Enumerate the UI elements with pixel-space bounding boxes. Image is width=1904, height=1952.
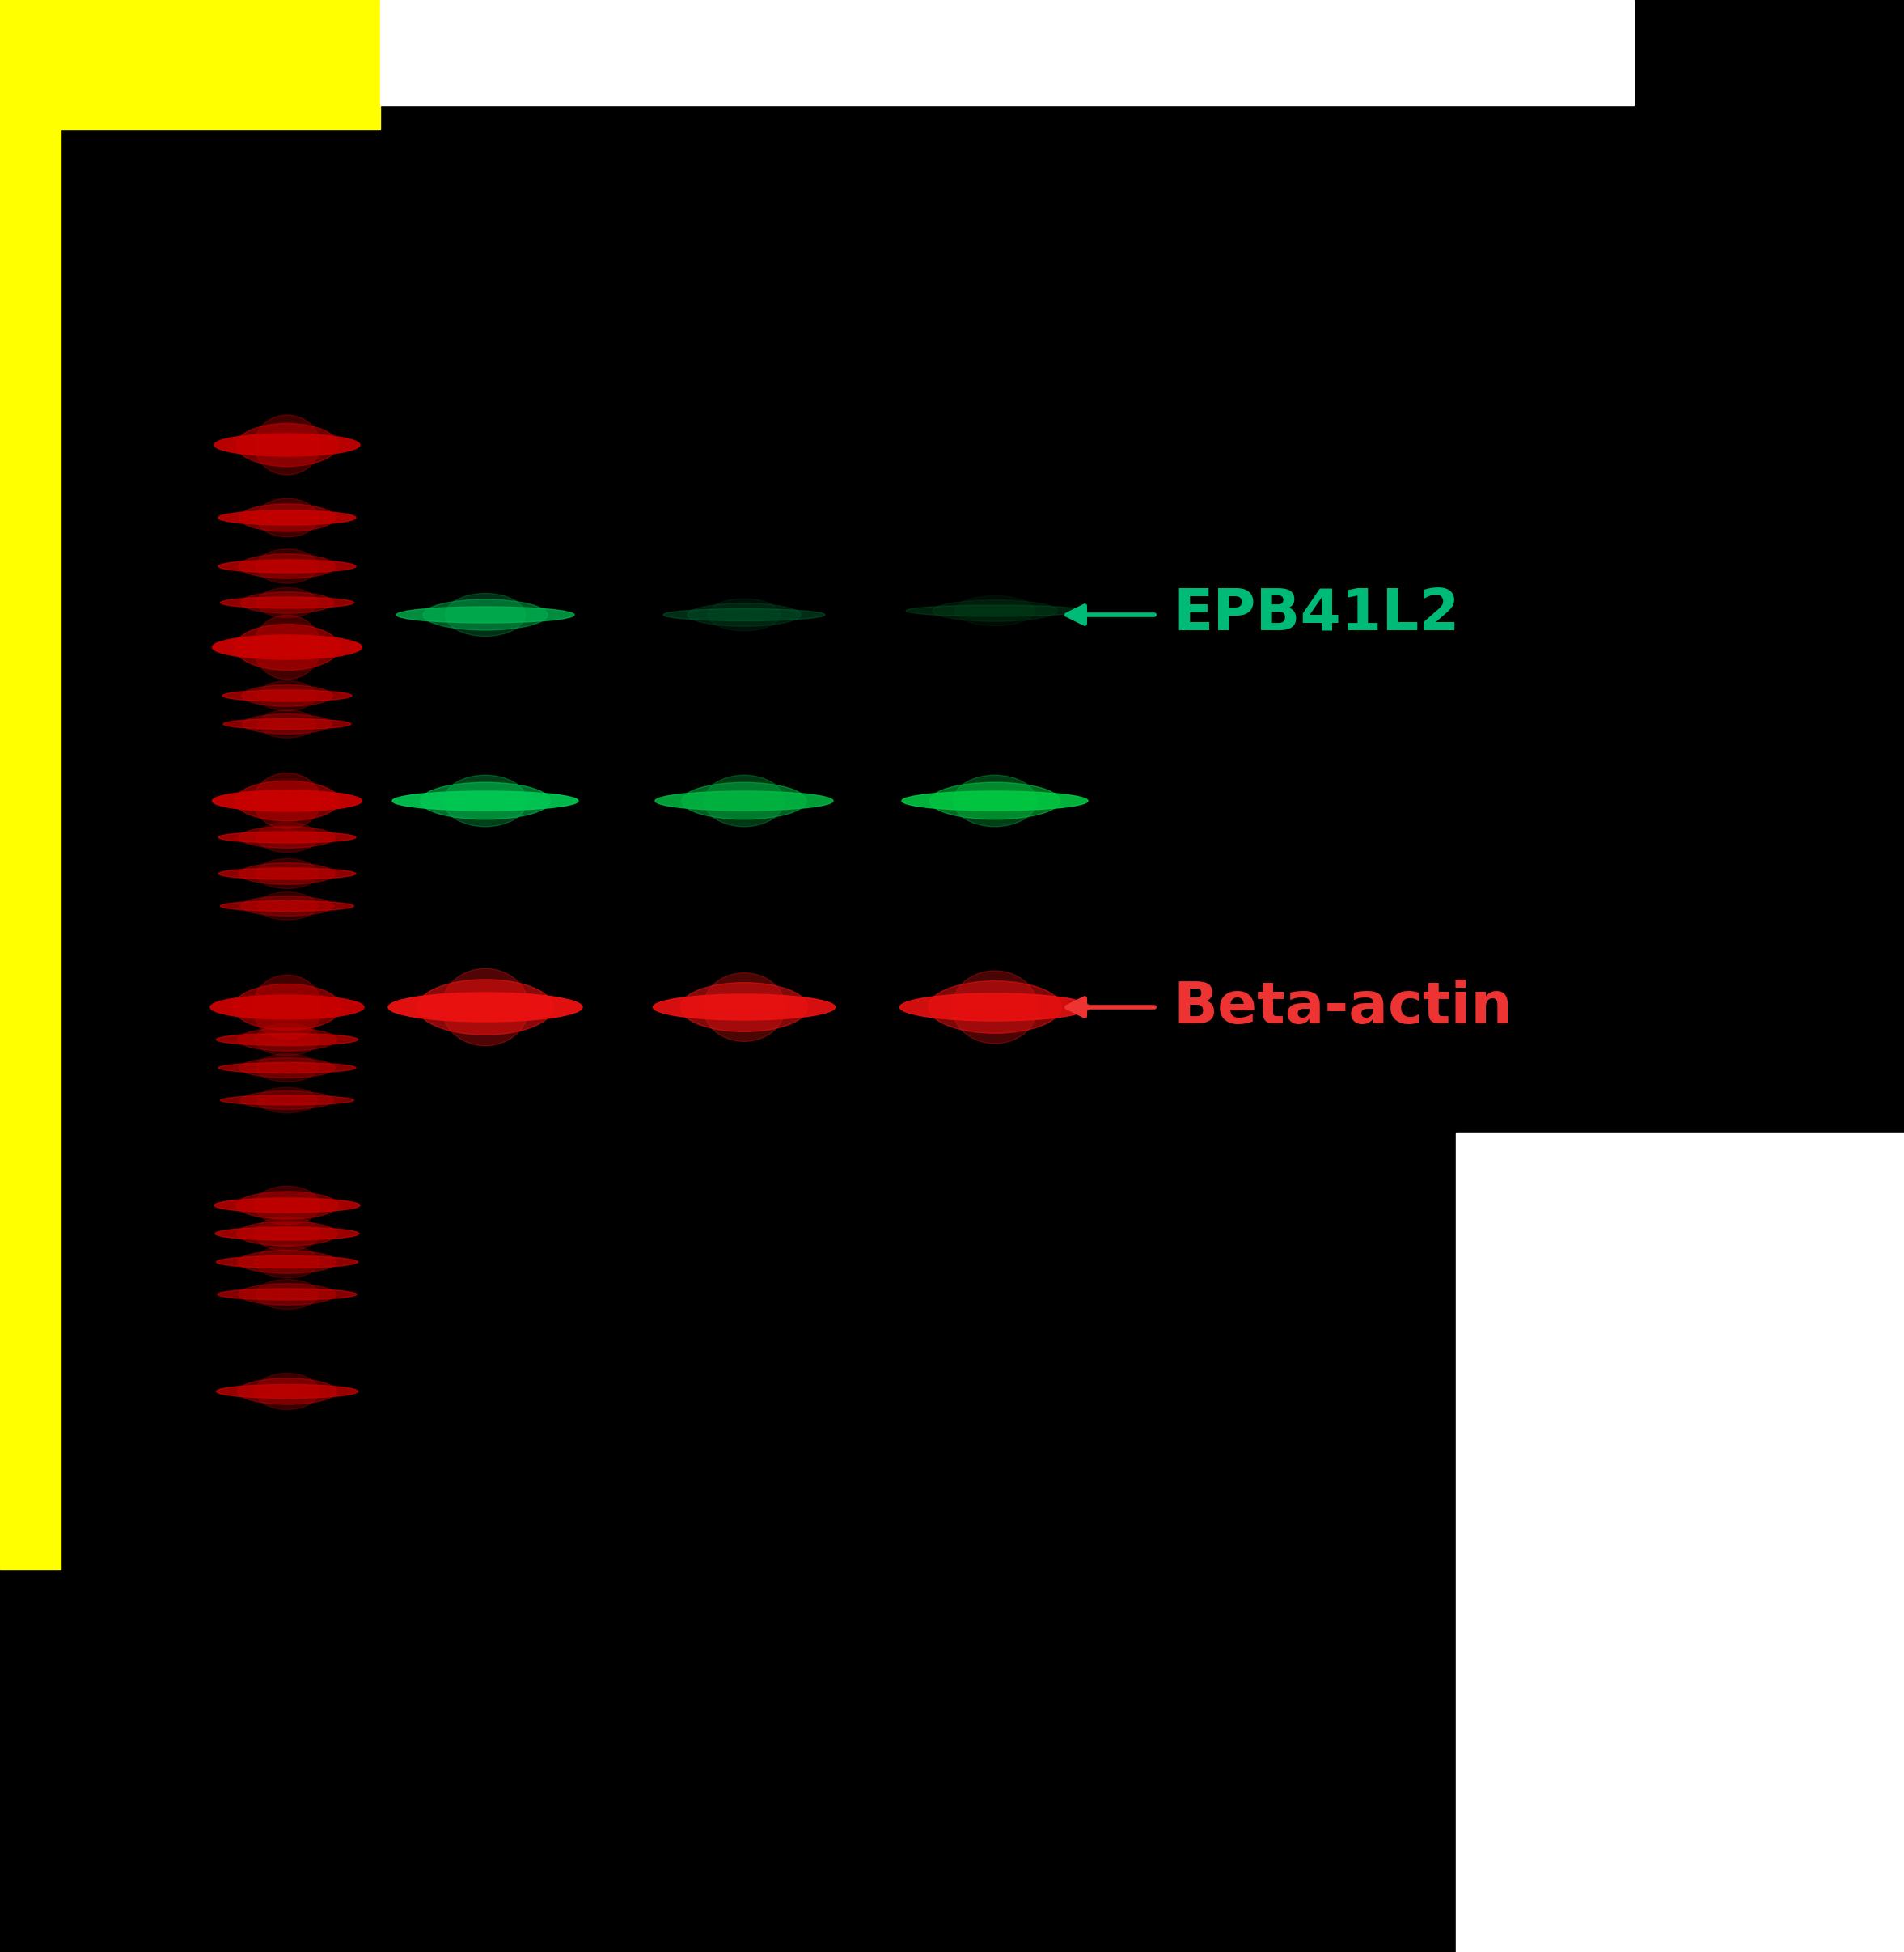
Ellipse shape xyxy=(954,595,1036,627)
Ellipse shape xyxy=(219,832,356,843)
Ellipse shape xyxy=(255,1245,320,1279)
Ellipse shape xyxy=(392,791,579,810)
Ellipse shape xyxy=(253,615,320,679)
Ellipse shape xyxy=(242,714,331,734)
Ellipse shape xyxy=(238,1029,337,1050)
Bar xyxy=(381,0,1634,105)
Bar xyxy=(1457,1132,1904,1952)
Bar xyxy=(0,0,61,1569)
Ellipse shape xyxy=(240,896,333,915)
Ellipse shape xyxy=(653,994,836,1021)
Ellipse shape xyxy=(255,1372,320,1409)
Ellipse shape xyxy=(446,593,526,636)
Ellipse shape xyxy=(682,783,807,820)
Ellipse shape xyxy=(929,783,1061,820)
Ellipse shape xyxy=(257,892,318,919)
Ellipse shape xyxy=(703,972,784,1042)
Ellipse shape xyxy=(687,603,802,627)
Ellipse shape xyxy=(257,498,318,537)
Ellipse shape xyxy=(221,1095,354,1105)
Ellipse shape xyxy=(396,607,575,623)
Ellipse shape xyxy=(444,775,527,826)
Ellipse shape xyxy=(240,591,333,613)
Ellipse shape xyxy=(236,1222,337,1245)
Ellipse shape xyxy=(933,599,1057,621)
Ellipse shape xyxy=(240,826,335,847)
Ellipse shape xyxy=(257,1054,318,1081)
Ellipse shape xyxy=(708,599,781,630)
Ellipse shape xyxy=(238,1284,335,1306)
Ellipse shape xyxy=(257,1087,318,1113)
Ellipse shape xyxy=(219,560,356,572)
Ellipse shape xyxy=(442,968,529,1046)
Ellipse shape xyxy=(221,900,354,912)
Ellipse shape xyxy=(219,869,356,878)
Ellipse shape xyxy=(388,992,583,1021)
Ellipse shape xyxy=(213,791,362,812)
Ellipse shape xyxy=(238,1251,337,1273)
Ellipse shape xyxy=(215,1228,360,1240)
Ellipse shape xyxy=(240,1058,335,1078)
Ellipse shape xyxy=(240,1091,333,1109)
Ellipse shape xyxy=(240,863,335,884)
Ellipse shape xyxy=(219,511,356,525)
Ellipse shape xyxy=(680,982,807,1033)
Ellipse shape xyxy=(234,625,339,670)
Ellipse shape xyxy=(217,1033,358,1046)
Ellipse shape xyxy=(255,416,320,474)
Ellipse shape xyxy=(929,982,1061,1033)
Ellipse shape xyxy=(213,634,362,660)
Ellipse shape xyxy=(223,718,350,730)
Ellipse shape xyxy=(417,980,554,1035)
Ellipse shape xyxy=(663,609,824,621)
Ellipse shape xyxy=(954,775,1036,826)
Ellipse shape xyxy=(901,994,1089,1021)
Ellipse shape xyxy=(209,996,364,1019)
Ellipse shape xyxy=(257,588,318,617)
Ellipse shape xyxy=(255,1023,320,1056)
Ellipse shape xyxy=(655,791,834,810)
Ellipse shape xyxy=(257,549,318,584)
Ellipse shape xyxy=(234,984,341,1031)
Ellipse shape xyxy=(234,781,339,822)
Ellipse shape xyxy=(906,605,1083,617)
Ellipse shape xyxy=(255,1216,320,1251)
Ellipse shape xyxy=(217,1288,356,1300)
Ellipse shape xyxy=(219,1062,356,1074)
Text: Beta-actin: Beta-actin xyxy=(1173,980,1512,1035)
Ellipse shape xyxy=(253,773,320,830)
Ellipse shape xyxy=(223,691,352,701)
Text: EPB41L2: EPB41L2 xyxy=(1173,588,1460,642)
Ellipse shape xyxy=(242,685,333,707)
Ellipse shape xyxy=(240,504,335,531)
Ellipse shape xyxy=(421,783,550,820)
Ellipse shape xyxy=(255,1187,320,1224)
Ellipse shape xyxy=(238,1378,337,1403)
Ellipse shape xyxy=(236,1191,339,1220)
Ellipse shape xyxy=(217,1255,358,1269)
Bar xyxy=(0,0,381,129)
Ellipse shape xyxy=(217,1384,358,1398)
Ellipse shape xyxy=(253,974,322,1038)
Ellipse shape xyxy=(257,859,318,888)
Ellipse shape xyxy=(259,711,316,738)
Ellipse shape xyxy=(240,554,335,578)
Ellipse shape xyxy=(255,1279,318,1310)
Ellipse shape xyxy=(257,822,318,853)
Ellipse shape xyxy=(215,433,360,457)
Ellipse shape xyxy=(221,597,354,609)
Ellipse shape xyxy=(952,970,1038,1044)
Ellipse shape xyxy=(215,1199,360,1212)
Ellipse shape xyxy=(902,791,1087,810)
Ellipse shape xyxy=(259,681,316,711)
Ellipse shape xyxy=(236,424,339,467)
Ellipse shape xyxy=(704,775,784,826)
Ellipse shape xyxy=(423,599,548,630)
